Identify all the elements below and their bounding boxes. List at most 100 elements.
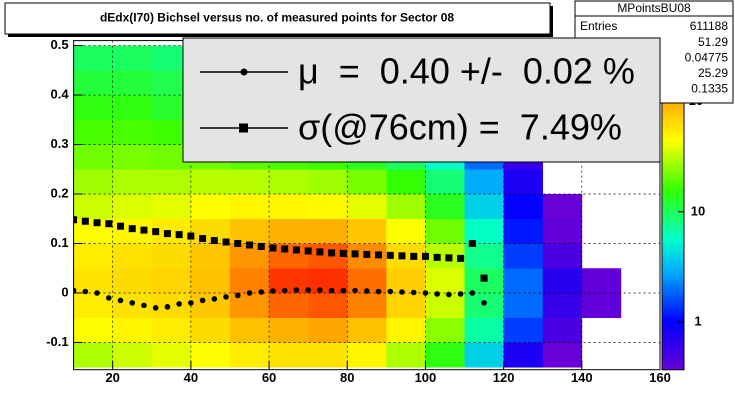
profile-point: [457, 291, 464, 297]
palette-band: [662, 190, 684, 194]
profile-point: [398, 252, 406, 260]
palette-band: [662, 139, 684, 143]
palette-band: [662, 211, 684, 215]
palette-band: [662, 276, 684, 281]
profile-point: [258, 289, 265, 295]
stats-label: Entries: [580, 19, 617, 33]
profile-point: [328, 287, 335, 294]
title-box: [4, 2, 551, 35]
heat-cell: [503, 317, 544, 343]
profile-point: [234, 292, 241, 299]
profile-point: [188, 300, 194, 306]
palette-band: [662, 357, 684, 362]
y-tick-label: 0: [61, 284, 68, 299]
profile-point: [223, 294, 229, 300]
palette-band: [662, 336, 684, 341]
heat-cell: [229, 342, 270, 368]
profile-point: [281, 287, 288, 294]
profile-point: [351, 250, 359, 258]
profile-point: [163, 230, 171, 238]
heat-cell: [73, 144, 113, 170]
heat-cell: [308, 292, 348, 319]
palette-band: [662, 178, 684, 182]
profile-point: [364, 288, 370, 294]
palette-band: [662, 124, 684, 128]
legend-marker: [239, 123, 248, 133]
profile-point: [410, 252, 418, 260]
profile-point: [152, 228, 160, 236]
profile-point: [339, 249, 347, 257]
heat-cell: [542, 194, 583, 220]
profile-point: [270, 288, 276, 294]
palette-band: [662, 160, 684, 164]
palette-band: [662, 157, 684, 161]
profile-point: [176, 301, 182, 307]
heat-cell: [503, 194, 544, 220]
profile-point: [199, 235, 207, 243]
palette-band: [662, 220, 684, 224]
palette-band: [662, 214, 684, 218]
palette-band: [662, 327, 684, 332]
x-tick-label: 100: [415, 370, 437, 385]
palette-band: [662, 199, 684, 203]
profile-point: [457, 254, 465, 262]
heat-cell: [347, 292, 387, 319]
heat-cell: [190, 169, 231, 195]
palette-band: [662, 241, 684, 245]
palette-band: [662, 273, 684, 278]
palette-band: [662, 127, 684, 131]
profile-point: [117, 297, 124, 304]
heat-cell: [464, 194, 504, 220]
palette-band: [662, 282, 684, 287]
profile-point: [269, 244, 277, 252]
heat-cell: [386, 218, 426, 244]
y-tick-label: 0.3: [51, 136, 69, 151]
palette-band: [662, 232, 684, 236]
x-tick-label: 120: [493, 370, 515, 385]
heat-cell: [503, 292, 544, 319]
heat-cell: [425, 218, 465, 244]
palette-band: [662, 247, 684, 251]
palette-band: [662, 175, 684, 179]
heat-cell: [425, 342, 465, 368]
x-tick-label: 60: [262, 370, 276, 385]
heat-cell: [542, 342, 583, 368]
palette-band: [662, 229, 684, 233]
palette-band: [662, 267, 684, 272]
profile-point: [94, 290, 100, 296]
palette-band: [662, 193, 684, 197]
heat-cell: [151, 243, 192, 269]
heat-cell: [229, 169, 270, 195]
heat-cell: [464, 169, 504, 195]
palette-band: [662, 297, 684, 302]
palette-band: [662, 306, 684, 311]
palette-band: [662, 184, 684, 188]
x-tick-label: 20: [105, 370, 119, 385]
palette-band: [662, 118, 684, 122]
heat-cell: [112, 268, 153, 294]
profile-point: [469, 290, 476, 296]
profile-series: [73, 216, 488, 282]
palette-band: [662, 291, 684, 296]
profile-point: [433, 253, 441, 261]
heat-cell: [386, 342, 426, 368]
palette-band: [662, 259, 684, 263]
heat-cell: [386, 317, 426, 343]
heat-cell: [581, 292, 622, 319]
y-tick-label: 0.5: [51, 37, 69, 52]
palette-band: [662, 151, 684, 155]
heat-cell: [425, 268, 465, 294]
heat-cell: [151, 292, 192, 319]
palette-band: [662, 115, 684, 119]
legend-label: σ(@76cm) = 7.49%: [298, 107, 622, 148]
profile-point: [141, 302, 147, 309]
heat-cell: [112, 169, 153, 195]
profile-point: [375, 288, 382, 295]
profile-point: [164, 304, 171, 310]
profile-point: [410, 289, 417, 296]
legend-marker: [240, 68, 248, 76]
stats-title: MPointsBU08: [617, 1, 691, 15]
profile-point: [81, 217, 89, 225]
heat-cell: [190, 243, 231, 269]
stats-value: 51.29: [698, 35, 728, 49]
